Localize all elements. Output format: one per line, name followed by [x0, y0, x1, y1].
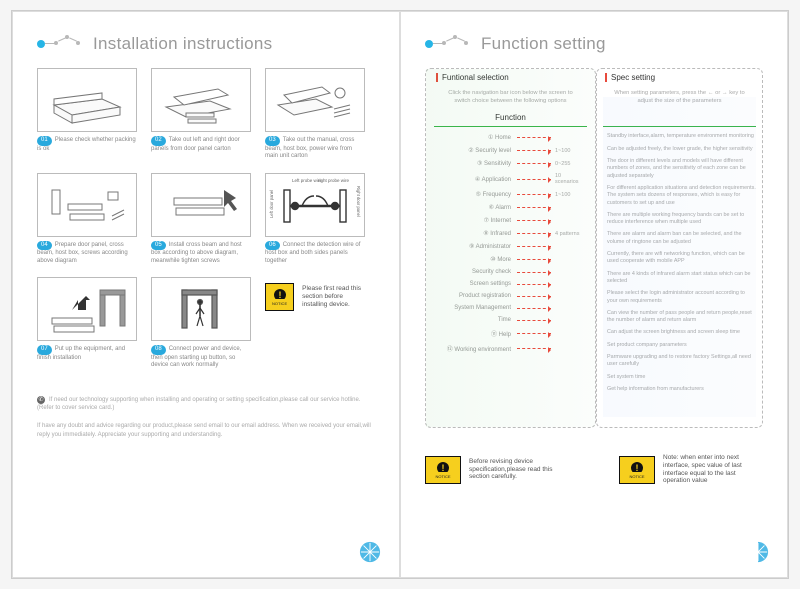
step-image	[37, 68, 137, 132]
document-spread: Installation instructions 01Please check	[11, 10, 789, 579]
header: Installation instructions	[37, 34, 375, 54]
footnotes: ✆If need our technology supporting when …	[37, 396, 375, 440]
bottom-notices: ! NOTICE Before revising device specific…	[425, 448, 763, 485]
function-row: Time	[434, 314, 587, 326]
function-row: Security check	[434, 266, 587, 278]
spec-row: Currently, there are wifi networking fun…	[603, 251, 756, 266]
spec-row: Set system time	[603, 374, 756, 381]
install-notice: ! NOTICE Please first read this section …	[265, 277, 365, 370]
notice-icon: ! NOTICE	[265, 283, 294, 311]
step-08: 08Connect power and device, then open st…	[151, 277, 251, 370]
function-row: Product registration	[434, 290, 587, 302]
corner-logo-icon	[747, 541, 769, 563]
function-row: ⑪ Help	[434, 326, 587, 341]
step-02: 02Take out left and right door panels fr…	[151, 68, 251, 161]
step-07: 07Put up the equipment, and finish insta…	[37, 277, 137, 370]
step-04: 04Prepare door panel, cross beam, host b…	[37, 173, 137, 266]
function-row: Screen settings	[434, 278, 587, 290]
function-row: ⑤ Frequency1~100	[434, 188, 587, 201]
notice-icon: ! NOTICE	[425, 456, 461, 484]
page-title: Function setting	[481, 34, 606, 54]
spec-row: Standby interface,alarm, temperature env…	[603, 133, 756, 140]
corner-logo-icon	[359, 541, 381, 563]
function-row: ④ Application10 scenarios	[434, 170, 587, 188]
notice-icon: ! NOTICE	[619, 456, 655, 484]
spec-row: There are 4 kinds of infrared alarm star…	[603, 271, 756, 286]
page-title: Installation instructions	[93, 34, 272, 54]
spec-row: Can adjust the screen brightness and scr…	[603, 329, 756, 336]
functional-selection-col: Funtional selection Click the navigation…	[425, 68, 596, 428]
svg-text:!: !	[278, 290, 281, 299]
function-row: ② Security level1~100	[434, 144, 587, 157]
spec-row: Please select the login administrator ac…	[603, 290, 756, 305]
spec-row: Can be adjusted freely, the lower grade,…	[603, 146, 756, 153]
svg-text:!: !	[442, 463, 445, 472]
page-installation: Installation instructions 01Please check	[12, 11, 400, 578]
step-05: 05Install cross beam and host box accord…	[151, 173, 251, 266]
function-row: ⑥ Alarm	[434, 201, 587, 214]
header-decor-icon	[37, 35, 83, 53]
spec-row: Parmware upgrading and to restore factor…	[603, 354, 756, 369]
spec-row: There are multiple working frequency ban…	[603, 212, 756, 227]
install-steps-grid: 01Please check whether packing is ok 02T…	[37, 68, 375, 370]
step-caption: Please check whether packing is ok	[37, 137, 136, 152]
function-row: ⑦ Internet	[434, 214, 587, 227]
spec-setting-col: Spec setting When setting parameters, pr…	[596, 68, 763, 428]
spec-row: For different application situations and…	[603, 185, 756, 207]
spec-row: Set product company parameters	[603, 342, 756, 349]
svg-text:!: !	[636, 463, 639, 472]
step-01: 01Please check whether packing is ok	[37, 68, 137, 161]
header-decor-icon	[425, 35, 471, 53]
function-row: ⑩ More	[434, 253, 587, 266]
spec-row: The door in different levels and models …	[603, 158, 756, 180]
function-row: ③ Sensitivity0~255	[434, 157, 587, 170]
function-row: ⑨ Administrator	[434, 240, 587, 253]
step-06: Left probe wire right probe wire Left do…	[265, 173, 365, 266]
step-03: 03Take out the manual, cross beam, host …	[265, 68, 365, 161]
phone-icon: ✆	[37, 396, 45, 404]
spec-row: There are alarm and alarm ban can be sel…	[603, 231, 756, 246]
function-columns: Funtional selection Click the navigation…	[425, 68, 763, 428]
function-row: ⑧ Infrared4 patterns	[434, 227, 587, 240]
page-function: Function setting Funtional selection Cli…	[400, 11, 788, 578]
function-row: ⑫ Working environment	[434, 341, 587, 356]
function-row: ① Home	[434, 131, 587, 144]
spec-row: Get help information from manufacturers	[603, 386, 756, 393]
function-row: System Management	[434, 302, 587, 314]
spec-row: Can view the number of pass people and r…	[603, 310, 756, 325]
